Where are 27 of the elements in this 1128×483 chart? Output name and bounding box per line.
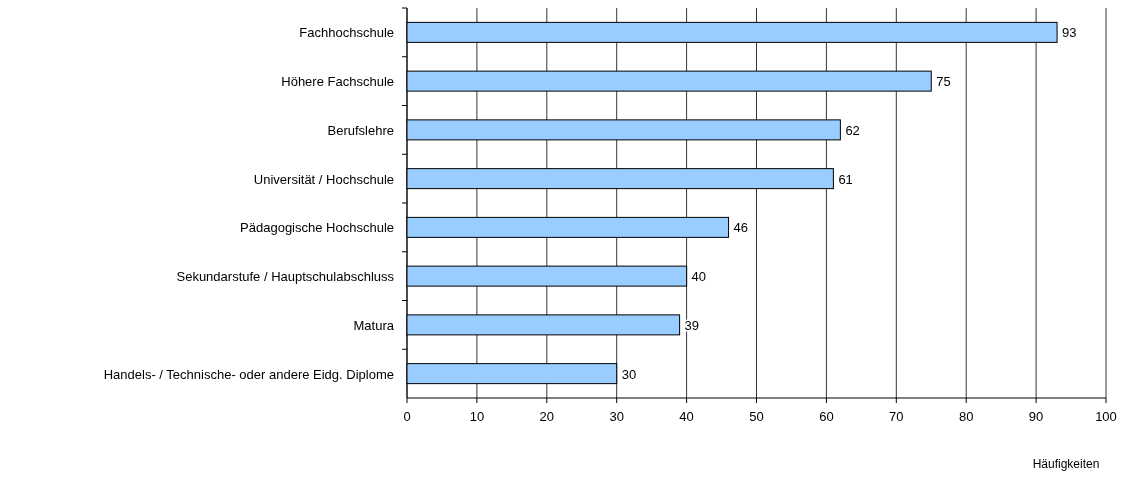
data-label: 30 bbox=[621, 366, 637, 382]
y-tick-label: Sekundarstufe / Hauptschulabschluss bbox=[176, 269, 395, 285]
x-tick-label: 40 bbox=[679, 409, 694, 424]
x-axis-title: Häufigkeiten bbox=[1032, 457, 1100, 471]
x-tick-label: 60 bbox=[819, 409, 834, 424]
x-tick-label: 20 bbox=[539, 409, 555, 424]
data-label: 93 bbox=[1062, 25, 1077, 41]
data-label: 75 bbox=[936, 74, 951, 90]
x-tick-label: 10 bbox=[469, 409, 485, 424]
y-tick-label: Handels- / Technische- oder andere Eidg. Diplome bbox=[103, 366, 394, 382]
x-tick-label: 50 bbox=[749, 409, 764, 424]
x-tick-label: 90 bbox=[1028, 409, 1044, 424]
data-label: 61 bbox=[838, 171, 853, 187]
data-label: 62 bbox=[845, 122, 860, 138]
y-tick-label: Matura bbox=[353, 317, 395, 333]
y-tick-label: Pädagogische Hochschule bbox=[240, 220, 394, 236]
x-tick-label: 30 bbox=[609, 409, 624, 424]
y-tick-label: Universität / Hochschule bbox=[253, 171, 394, 187]
x-tick-label: 80 bbox=[958, 409, 974, 424]
y-tick-label: Fachhochschule bbox=[299, 25, 394, 41]
x-tick-label: 0 bbox=[403, 409, 411, 424]
x-tick-label: 100 bbox=[1095, 409, 1117, 424]
data-label: 46 bbox=[733, 220, 749, 236]
data-label: 40 bbox=[691, 269, 707, 285]
x-tick-label: 70 bbox=[889, 409, 904, 424]
y-tick-label: Höhere Fachschule bbox=[281, 74, 394, 90]
y-tick-label: Berufslehre bbox=[327, 122, 394, 138]
